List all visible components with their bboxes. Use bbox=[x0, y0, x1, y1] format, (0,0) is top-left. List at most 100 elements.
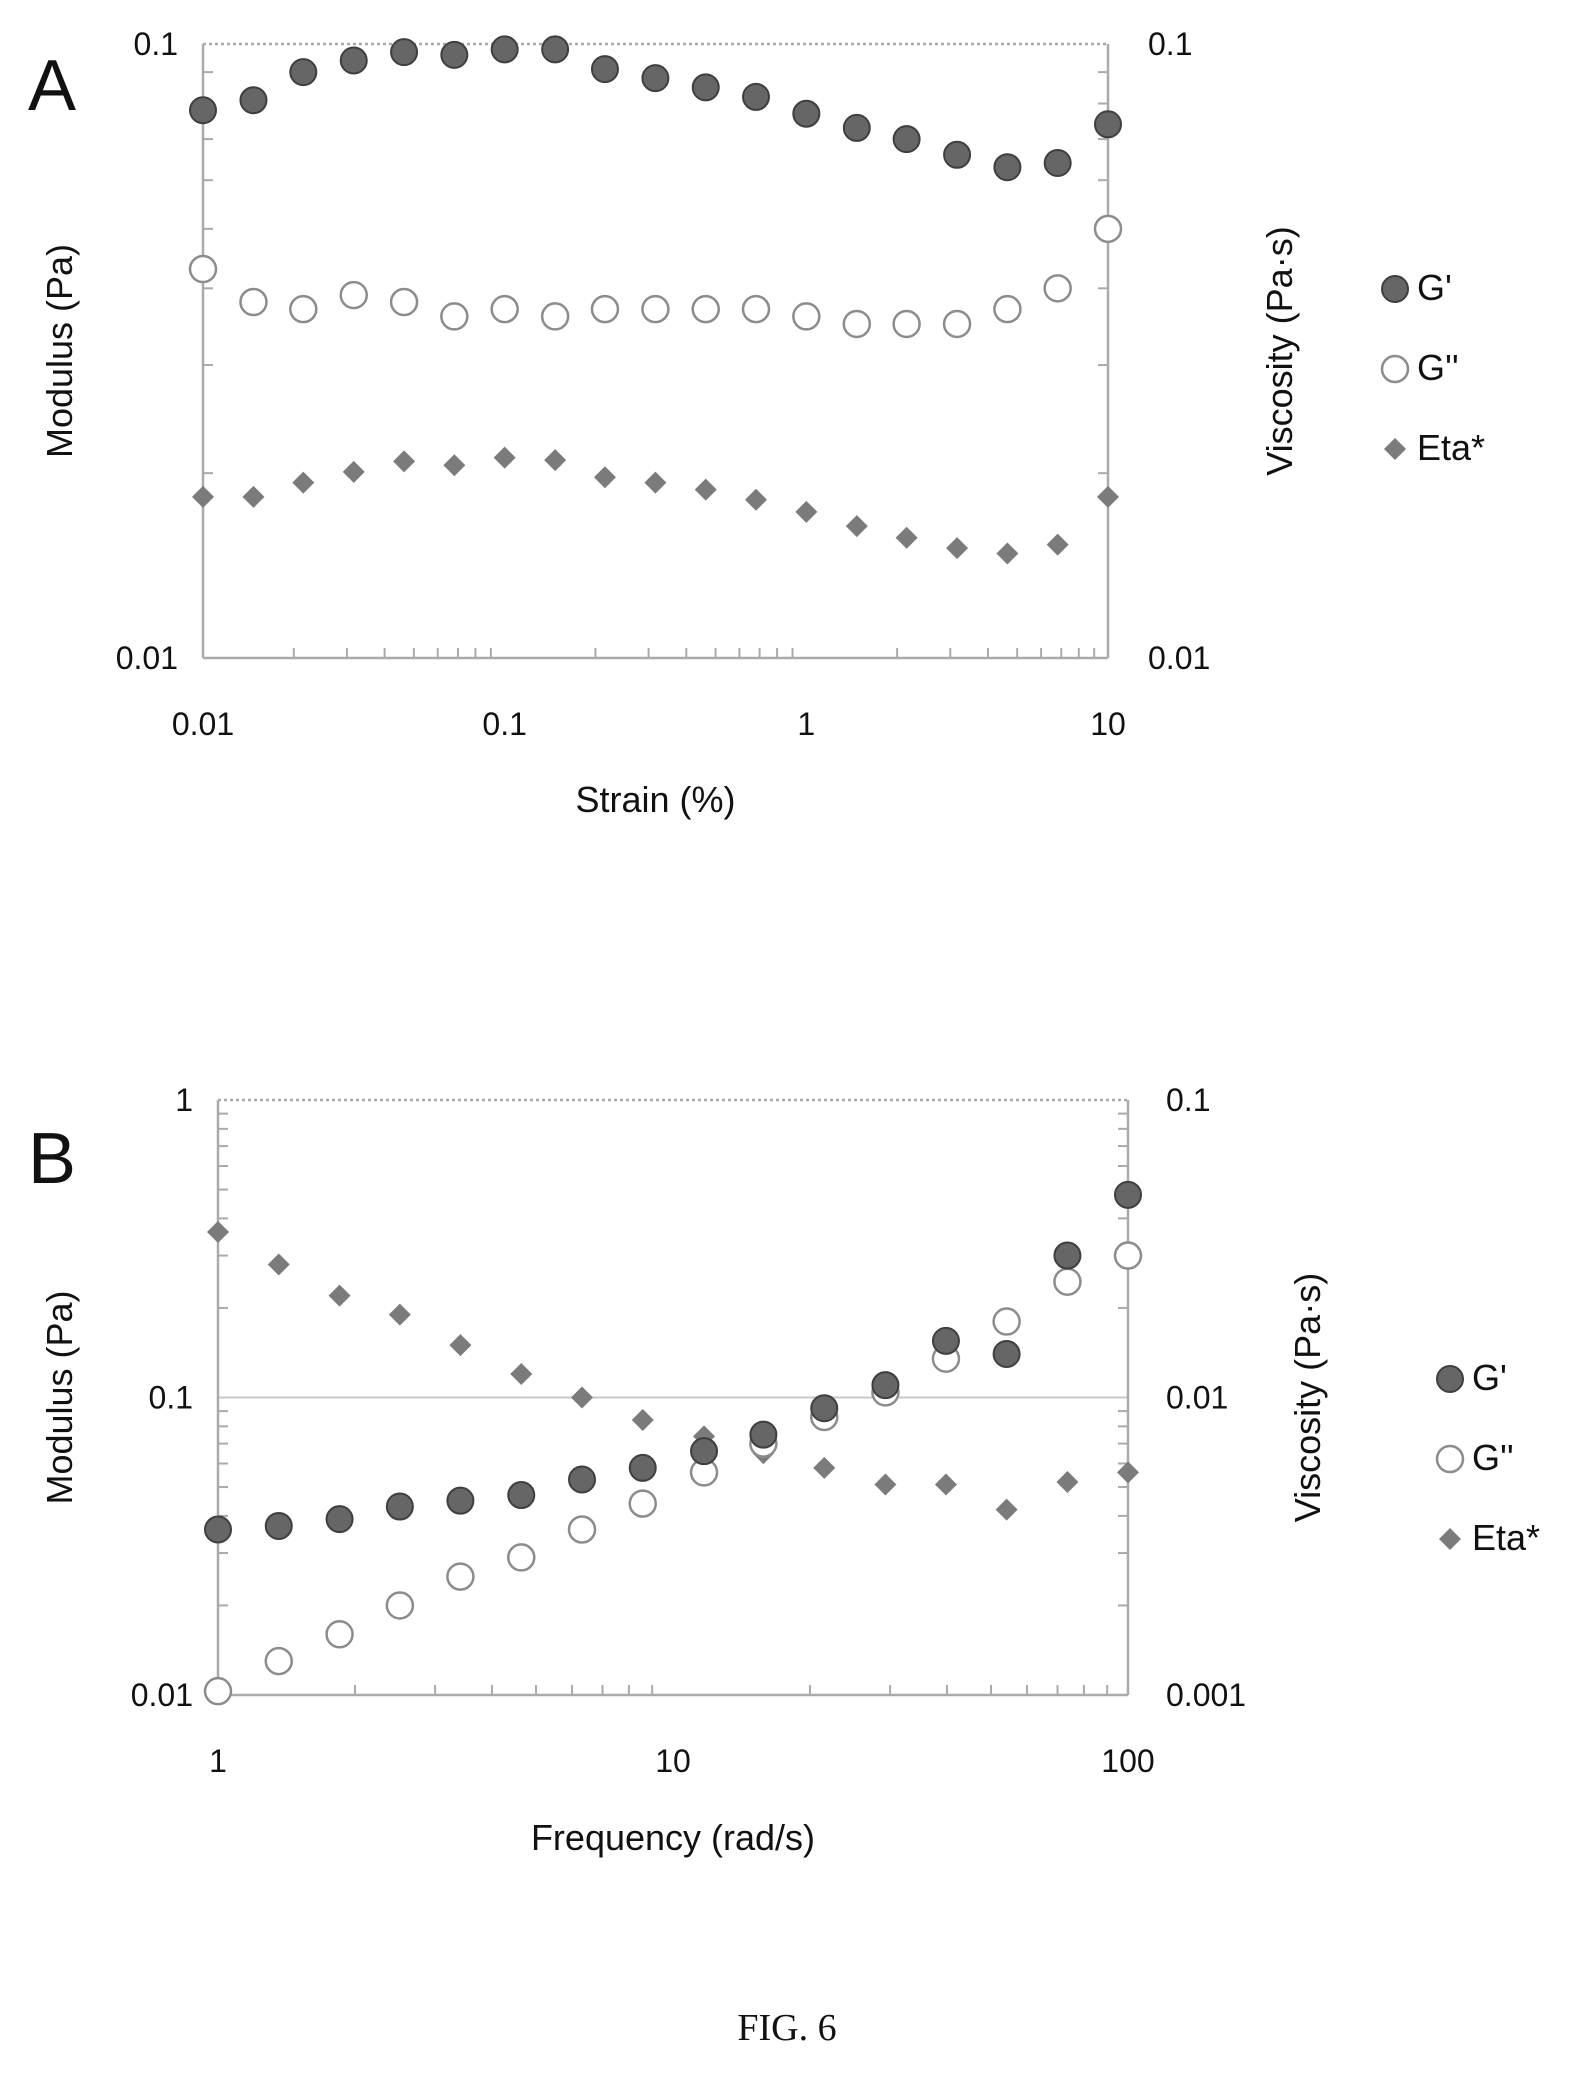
point-gprime bbox=[792, 99, 821, 128]
point-eta bbox=[388, 1303, 411, 1326]
x-tick-label: 0.01 bbox=[172, 706, 234, 742]
point-gprime bbox=[490, 35, 519, 64]
point-eta bbox=[342, 460, 365, 483]
point-gdoubleprime bbox=[590, 294, 620, 324]
point-gprime bbox=[390, 38, 419, 67]
y2-tick-label: 0.01 bbox=[1166, 1380, 1228, 1416]
point-eta bbox=[996, 542, 1019, 565]
point-gprime bbox=[993, 153, 1022, 182]
point-gprime bbox=[440, 40, 469, 69]
figure-caption: FIG. 6 bbox=[737, 2007, 836, 2049]
point-eta bbox=[813, 1456, 836, 1479]
y-axis-title: Modulus (Pa) bbox=[39, 1290, 80, 1504]
point-gdoubleprime bbox=[741, 294, 771, 324]
point-gprime bbox=[892, 125, 921, 154]
point-gprime bbox=[842, 113, 871, 142]
point-gdoubleprime bbox=[389, 287, 419, 317]
point-gdoubleprime bbox=[264, 1646, 294, 1676]
point-gdoubleprime bbox=[446, 1562, 475, 1591]
point-gprime bbox=[204, 1515, 232, 1544]
point-gprime bbox=[749, 1420, 778, 1449]
legend-label: Eta* bbox=[1417, 427, 1485, 468]
point-eta bbox=[874, 1473, 897, 1496]
legend-label: Eta* bbox=[1472, 1517, 1540, 1558]
y2-tick-label: 0.1 bbox=[1166, 1082, 1210, 1118]
point-gdoubleprime bbox=[1053, 1267, 1082, 1296]
legend-label: G'' bbox=[1472, 1437, 1514, 1478]
point-eta bbox=[292, 471, 315, 494]
panel-letter: B bbox=[28, 1119, 76, 1199]
point-gprime bbox=[507, 1481, 536, 1510]
point-gprime bbox=[339, 46, 368, 75]
x-tick-label: 10 bbox=[1090, 706, 1126, 742]
y-tick-label: 0.1 bbox=[134, 26, 178, 62]
y2-tick-label: 0.01 bbox=[1148, 640, 1210, 676]
point-gprime bbox=[741, 82, 770, 111]
point-gdoubleprime bbox=[188, 254, 218, 284]
point-gprime bbox=[1053, 1241, 1082, 1270]
y-tick-label: 1 bbox=[175, 1082, 193, 1118]
panel-b-chart: B 1 10 100 0.01 0.1 1 0.001 0.01 0.1 Frequency (ra… bbox=[28, 1082, 1540, 1858]
point-gprime bbox=[992, 1340, 1021, 1369]
point-gprime bbox=[1094, 110, 1122, 139]
point-gprime bbox=[691, 73, 720, 102]
point-gdoubleprime bbox=[567, 1515, 597, 1544]
point-eta bbox=[493, 446, 516, 469]
point-eta bbox=[393, 450, 416, 473]
point-gprime bbox=[239, 86, 268, 115]
point-gprime bbox=[189, 96, 217, 125]
point-eta bbox=[644, 471, 667, 494]
x-tick-label: 10 bbox=[655, 1743, 691, 1779]
point-gdoubleprime bbox=[1113, 1241, 1143, 1270]
x-tick-label: 1 bbox=[209, 1743, 227, 1779]
point-eta bbox=[995, 1498, 1018, 1521]
point-gdoubleprime bbox=[792, 302, 821, 331]
point-gdoubleprime bbox=[993, 294, 1022, 324]
point-eta bbox=[946, 537, 969, 560]
legend-marker bbox=[1436, 1365, 1464, 1393]
point-eta bbox=[795, 500, 818, 523]
point-gprime bbox=[568, 1465, 597, 1494]
point-eta bbox=[328, 1284, 351, 1307]
point-gprime bbox=[628, 1453, 657, 1482]
point-eta bbox=[267, 1253, 290, 1276]
x-tick-label: 1 bbox=[797, 706, 815, 742]
legend-label: G'' bbox=[1417, 347, 1459, 388]
point-gdoubleprime bbox=[942, 309, 972, 339]
point-eta bbox=[242, 485, 265, 508]
legend-label: G' bbox=[1472, 1357, 1507, 1398]
point-gdoubleprime bbox=[1093, 214, 1123, 244]
x-tick-label: 100 bbox=[1101, 1743, 1154, 1779]
point-gprime bbox=[289, 58, 318, 87]
point-gprime bbox=[810, 1394, 839, 1423]
point-gdoubleprime bbox=[440, 302, 469, 331]
x-axis-title: Strain (%) bbox=[575, 779, 735, 820]
point-gdoubleprime bbox=[628, 1489, 657, 1518]
point-eta bbox=[593, 466, 616, 489]
point-eta bbox=[631, 1409, 654, 1432]
point-gprime bbox=[446, 1486, 475, 1515]
point-gprime bbox=[871, 1371, 900, 1400]
point-eta bbox=[934, 1473, 957, 1496]
point-eta bbox=[443, 454, 466, 477]
y-tick-label: 0.01 bbox=[116, 640, 178, 676]
y-tick-label: 0.01 bbox=[131, 1677, 193, 1713]
y2-axis-title: Viscosity (Pa·s) bbox=[1259, 226, 1300, 475]
point-eta bbox=[1097, 485, 1119, 508]
point-gdoubleprime bbox=[1043, 274, 1072, 303]
point-gdoubleprime bbox=[490, 294, 519, 324]
point-gdoubleprime bbox=[992, 1307, 1021, 1336]
point-gdoubleprime bbox=[507, 1543, 536, 1572]
point-eta bbox=[207, 1221, 229, 1243]
point-eta bbox=[744, 488, 767, 511]
point-eta bbox=[895, 526, 918, 549]
y2-tick-label: 0.1 bbox=[1148, 26, 1192, 62]
point-gdoubleprime bbox=[385, 1591, 415, 1620]
point-gprime bbox=[385, 1492, 414, 1521]
point-gprime bbox=[325, 1505, 354, 1534]
point-eta bbox=[845, 515, 868, 538]
y2-axis-title: Viscosity (Pa·s) bbox=[1287, 1273, 1328, 1522]
point-gprime bbox=[1043, 149, 1072, 178]
point-eta bbox=[1056, 1470, 1079, 1493]
